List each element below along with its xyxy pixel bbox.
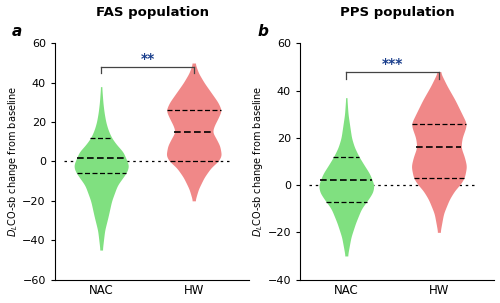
Text: b: b <box>257 25 268 39</box>
Y-axis label: $D_L$CO-sb change from baseline: $D_L$CO-sb change from baseline <box>250 86 264 237</box>
Title: PPS population: PPS population <box>340 5 454 18</box>
Text: a: a <box>12 25 22 39</box>
Y-axis label: $D_L$CO-sb change from baseline: $D_L$CO-sb change from baseline <box>6 86 20 237</box>
Text: **: ** <box>140 52 154 66</box>
Title: FAS population: FAS population <box>96 5 208 18</box>
Text: ***: *** <box>382 56 404 71</box>
